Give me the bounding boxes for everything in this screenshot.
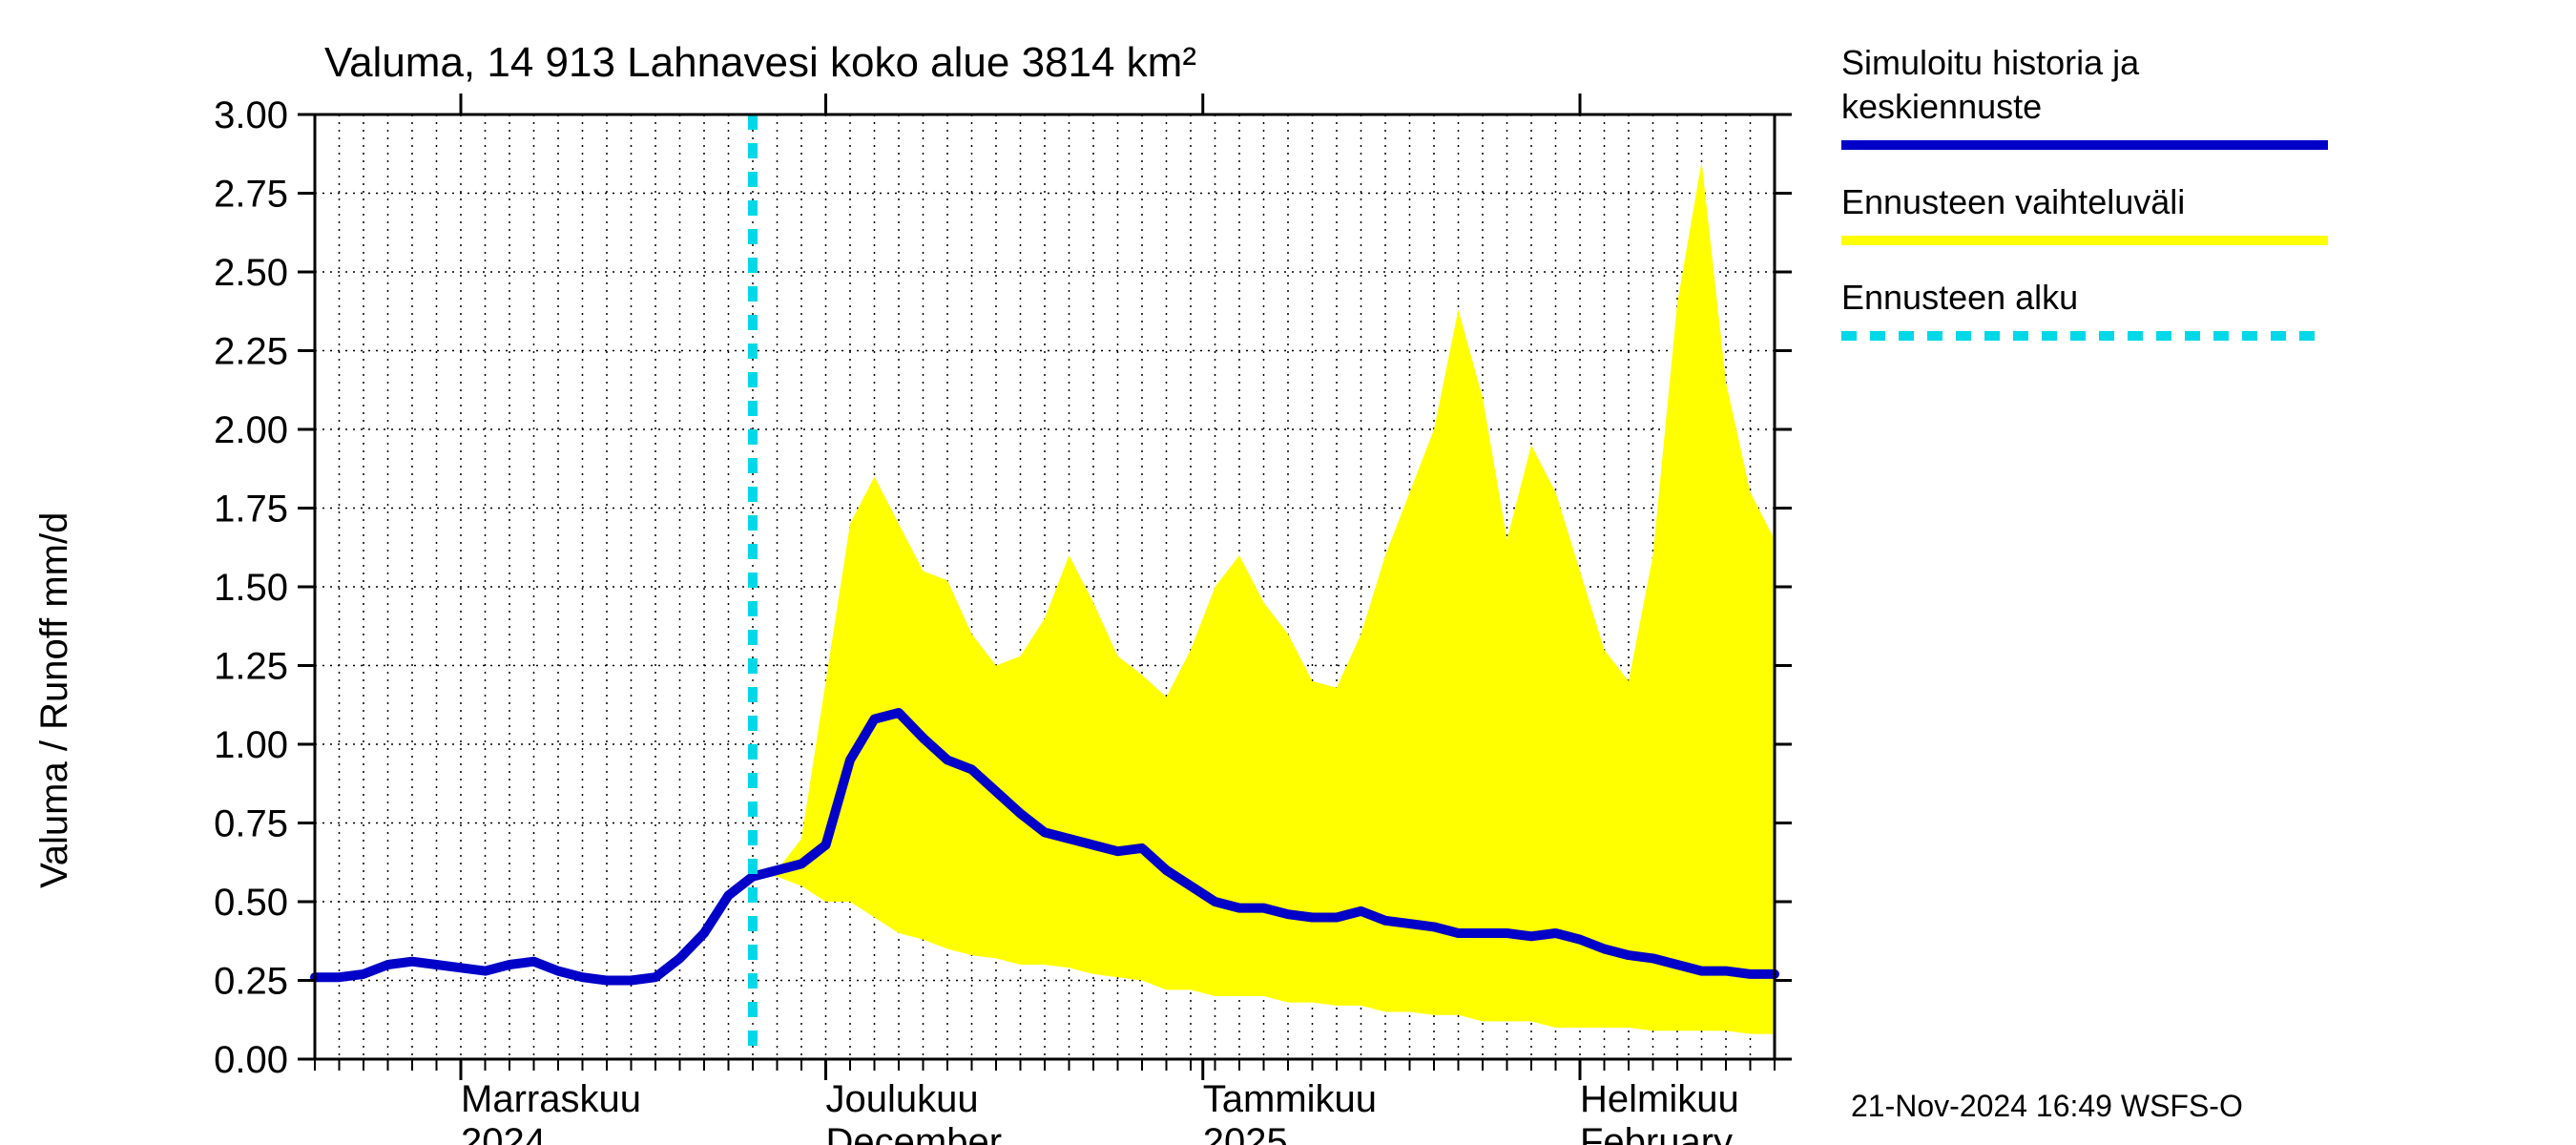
footer-timestamp: 21-Nov-2024 16:49 WSFS-O xyxy=(1851,1089,2243,1123)
x-month-label-bottom: February xyxy=(1580,1121,1733,1145)
x-month-label-bottom: 2025 xyxy=(1203,1121,1288,1145)
x-month-labels: Marraskuu2024 JoulukuuDecember Tammikuu202… xyxy=(461,1078,1739,1145)
forecast-band xyxy=(753,162,1775,1034)
chart-title: Valuma, 14 913 Lahnavesi koko alue 3814 … xyxy=(324,39,1196,86)
y-tick: 3.00 xyxy=(214,94,288,136)
y-tick: 2.00 xyxy=(214,409,288,451)
y-tick: 2.75 xyxy=(214,174,288,216)
x-month-label-top: Tammikuu xyxy=(1203,1078,1377,1120)
y-tick: 1.50 xyxy=(214,567,288,609)
y-tick: 0.75 xyxy=(214,803,288,845)
y-tick: 0.25 xyxy=(214,961,288,1003)
y-tick: 0.50 xyxy=(214,882,288,924)
y-tick-labels: 0.00 0.25 0.50 0.75 1.00 1.25 1.50 1.75 2.00 2.25… xyxy=(214,94,288,1081)
y-tick: 2.25 xyxy=(214,331,288,373)
legend-label: keskiennuste xyxy=(1841,87,2042,126)
legend-label: Ennusteen vaihteluväli xyxy=(1841,182,2185,221)
y-tick: 1.25 xyxy=(214,646,288,688)
x-month-label-bottom: December xyxy=(826,1121,1003,1145)
x-month-label-top: Joulukuu xyxy=(826,1078,979,1120)
y-axis-label: Valuma / Runoff mm/d xyxy=(33,512,75,888)
y-tick: 1.00 xyxy=(214,724,288,766)
legend-label: Simuloitu historia ja xyxy=(1841,43,2140,82)
x-month-label-top: Helmikuu xyxy=(1580,1078,1739,1120)
legend: Simuloitu historia ja keskiennuste Ennuste… xyxy=(1841,43,2328,336)
runoff-forecast-chart: Valuma, 14 913 Lahnavesi koko alue 3814 … xyxy=(0,0,2576,1145)
y-tick: 2.50 xyxy=(214,252,288,294)
x-month-label-bottom: 2024 xyxy=(461,1121,546,1145)
y-tick: 0.00 xyxy=(214,1039,288,1081)
legend-label: Ennusteen alku xyxy=(1841,278,2078,317)
x-month-label-top: Marraskuu xyxy=(461,1078,641,1120)
y-tick: 1.75 xyxy=(214,489,288,531)
